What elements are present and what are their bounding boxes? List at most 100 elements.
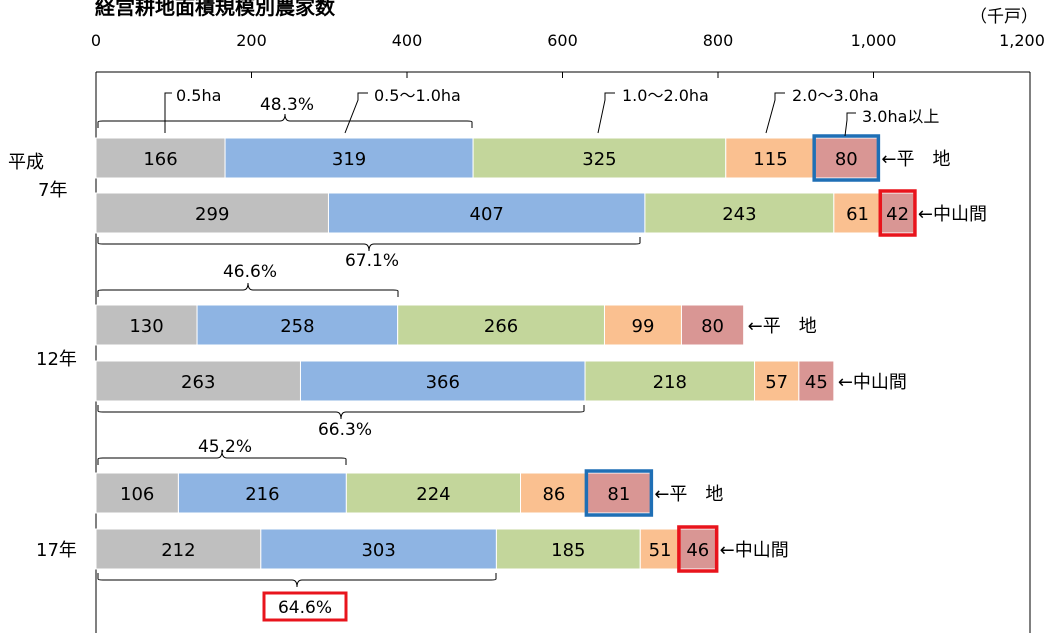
bar-segment bbox=[798, 360, 835, 402]
brace bbox=[97, 405, 585, 420]
data-label: 319 bbox=[332, 149, 366, 170]
bars: 166 319 325 115 80 ←平 地 299 407 243 61 42 ←中山間 130 25… bbox=[95, 134, 987, 573]
bar-segment bbox=[680, 304, 745, 346]
highlight-box-red bbox=[878, 189, 917, 237]
brace-percent-label: 45.2% bbox=[198, 437, 252, 457]
data-label: 366 bbox=[426, 372, 460, 393]
data-label: 407 bbox=[470, 204, 504, 225]
data-label: 218 bbox=[653, 372, 687, 393]
series-label: 0.5ha bbox=[176, 86, 221, 105]
leader-line bbox=[344, 92, 368, 134]
series-label: 0.5～1.0ha bbox=[374, 86, 461, 105]
data-label: 80 bbox=[835, 149, 858, 170]
highlight-box-red bbox=[677, 525, 719, 573]
leader-line bbox=[164, 92, 172, 133]
data-label: 45 bbox=[805, 372, 828, 393]
x-tick-label: 200 bbox=[236, 31, 267, 50]
x-tick-label: 600 bbox=[547, 31, 578, 50]
bar-segment bbox=[644, 192, 835, 234]
bar-segment bbox=[754, 360, 800, 402]
data-label: 166 bbox=[143, 149, 177, 170]
brace-percent-label: 66.3% bbox=[318, 420, 372, 440]
bar-segment bbox=[880, 192, 915, 234]
bar-segment bbox=[177, 472, 347, 514]
leader-line bbox=[597, 92, 615, 134]
area-label: ←平 地 bbox=[654, 484, 723, 505]
data-label: 243 bbox=[722, 204, 756, 225]
year-label-heisei: 平成 bbox=[8, 152, 44, 173]
bar-segment bbox=[95, 528, 262, 570]
highlight-box-red bbox=[262, 591, 348, 622]
data-label: 99 bbox=[632, 316, 655, 337]
highlight-box-blue bbox=[812, 134, 881, 182]
bar-segment bbox=[95, 360, 301, 402]
year-label-12: 12年 bbox=[36, 349, 77, 370]
data-label: 224 bbox=[416, 484, 450, 505]
data-label: 106 bbox=[120, 484, 154, 505]
brace bbox=[97, 573, 497, 588]
data-label: 212 bbox=[161, 540, 195, 561]
data-label: 299 bbox=[195, 204, 229, 225]
data-label: 57 bbox=[765, 372, 788, 393]
series-label: 2.0～3.0ha bbox=[792, 86, 879, 105]
x-tick-labels: 0 200 400 600 800 1,000 1,200 bbox=[91, 31, 1045, 50]
data-label: 46 bbox=[686, 540, 709, 561]
brace-percent-label: 64.6% bbox=[278, 598, 332, 618]
unit-label: （千戸） bbox=[970, 7, 1038, 27]
bar-segment bbox=[224, 137, 474, 179]
bar-segment bbox=[95, 304, 198, 346]
data-label: 216 bbox=[245, 484, 279, 505]
area-label: ←中山間 bbox=[720, 540, 789, 561]
brace-annotations: 48.3% 67.1% 46.6% 66.3% 45.2% 64.6% bbox=[97, 95, 641, 622]
data-label: 185 bbox=[551, 540, 585, 561]
bar-segment bbox=[603, 304, 682, 346]
series-labels: 0.5ha 0.5～1.0ha 1.0～2.0ha 2.0～3.0ha 3.0ha以上 bbox=[164, 86, 939, 137]
data-label: 86 bbox=[542, 484, 565, 505]
bar-segment bbox=[584, 360, 756, 402]
x-tick-label: 0 bbox=[91, 31, 101, 50]
leader-line bbox=[765, 92, 785, 134]
brace bbox=[97, 450, 347, 465]
data-label: 266 bbox=[484, 316, 518, 337]
data-label: 258 bbox=[280, 316, 314, 337]
bar-segment bbox=[520, 472, 588, 514]
bar-segment bbox=[260, 528, 497, 570]
bar-segment bbox=[397, 304, 605, 346]
bar-segment bbox=[95, 192, 329, 234]
bar-segment bbox=[95, 472, 179, 514]
area-label: ←平 地 bbox=[881, 149, 950, 170]
bar-segment bbox=[196, 304, 399, 346]
data-label: 130 bbox=[129, 316, 163, 337]
bar-segment bbox=[639, 528, 681, 570]
data-label: 81 bbox=[607, 484, 630, 505]
x-tick-label: 1,200 bbox=[999, 31, 1045, 50]
data-label: 325 bbox=[582, 149, 616, 170]
x-tick-label: 800 bbox=[703, 31, 734, 50]
data-label: 61 bbox=[846, 204, 869, 225]
x-tick-label: 400 bbox=[392, 31, 423, 50]
series-label: 3.0ha以上 bbox=[862, 107, 939, 126]
area-label: ←平 地 bbox=[748, 316, 817, 337]
brace bbox=[97, 237, 641, 252]
year-label-7: 7年 bbox=[38, 180, 67, 201]
chart-title: 経営耕地面積規模別農家数 bbox=[95, 0, 336, 19]
series-label: 1.0～2.0ha bbox=[622, 86, 709, 105]
data-label: 115 bbox=[753, 149, 787, 170]
data-label: 80 bbox=[701, 316, 724, 337]
data-label: 51 bbox=[649, 540, 672, 561]
data-label: 263 bbox=[181, 372, 215, 393]
highlight-box-blue bbox=[584, 469, 654, 517]
brace bbox=[97, 113, 473, 128]
leader-line bbox=[844, 112, 856, 137]
brace-percent-label: 48.3% bbox=[260, 95, 314, 115]
x-tick-label: 1,000 bbox=[851, 31, 897, 50]
area-label: ←中山間 bbox=[918, 204, 987, 225]
brace-percent-label: 67.1% bbox=[345, 251, 399, 271]
bar-segment bbox=[95, 137, 226, 179]
brace bbox=[97, 282, 399, 297]
area-label: ←中山間 bbox=[838, 372, 907, 393]
bar-segment bbox=[586, 472, 651, 514]
data-label: 42 bbox=[886, 204, 909, 225]
year-label-17: 17年 bbox=[36, 540, 77, 561]
